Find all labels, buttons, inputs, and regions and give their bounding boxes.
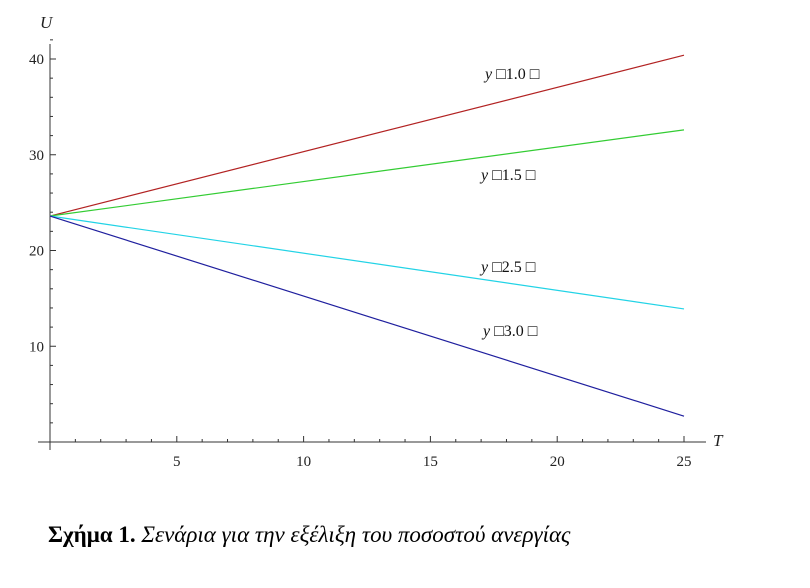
x-tick-label: 25 — [677, 454, 692, 470]
y-axis-label: U — [40, 13, 54, 32]
series-label-1: y □1.0 □ — [483, 66, 540, 83]
caption-prefix: Σχήμα 1. — [48, 522, 136, 547]
series-line-3 — [49, 215, 685, 310]
x-tick-label: 15 — [423, 454, 438, 470]
series-label-symbol: y — [479, 167, 489, 184]
series-label-symbol: y — [483, 66, 493, 83]
x-axis-label: T — [713, 431, 724, 450]
x-tick-label: 10 — [296, 454, 311, 470]
y-tick-label: 40 — [29, 52, 44, 68]
series-label-value: □2.5 □ — [488, 259, 536, 276]
y-tick-label: 30 — [29, 148, 44, 164]
series-label-3: y □2.5 □ — [479, 259, 536, 276]
series-label-symbol: y — [481, 323, 491, 340]
figure-caption: Σχήμα 1. Σενάρια για την εξέλιξη του ποσ… — [48, 522, 570, 548]
series-line-4 — [49, 215, 685, 417]
series-label-value: □3.0 □ — [490, 323, 538, 340]
series-labels: y □1.0 □y □1.5 □y □2.5 □y □3.0 □ — [479, 66, 540, 340]
series-label-symbol: y — [479, 259, 489, 276]
series-label-4: y □3.0 □ — [481, 323, 538, 340]
series-lines — [49, 54, 685, 417]
y-tick-label: 20 — [29, 244, 44, 260]
series-label-value: □1.0 □ — [492, 66, 540, 83]
x-tick-label: 5 — [173, 454, 181, 470]
x-tick-label: 20 — [550, 454, 565, 470]
series-label-value: □1.5 □ — [488, 167, 536, 184]
axes: 5 10 15 20 25 10 20 30 40 U T — [29, 13, 724, 470]
series-label-2: y □1.5 □ — [479, 167, 536, 184]
caption-text: Σενάρια για την εξέλιξη του ποσοστού ανε… — [141, 522, 571, 547]
series-line-2 — [49, 129, 685, 217]
series-line-1 — [49, 54, 685, 217]
y-tick-label: 10 — [29, 339, 44, 355]
